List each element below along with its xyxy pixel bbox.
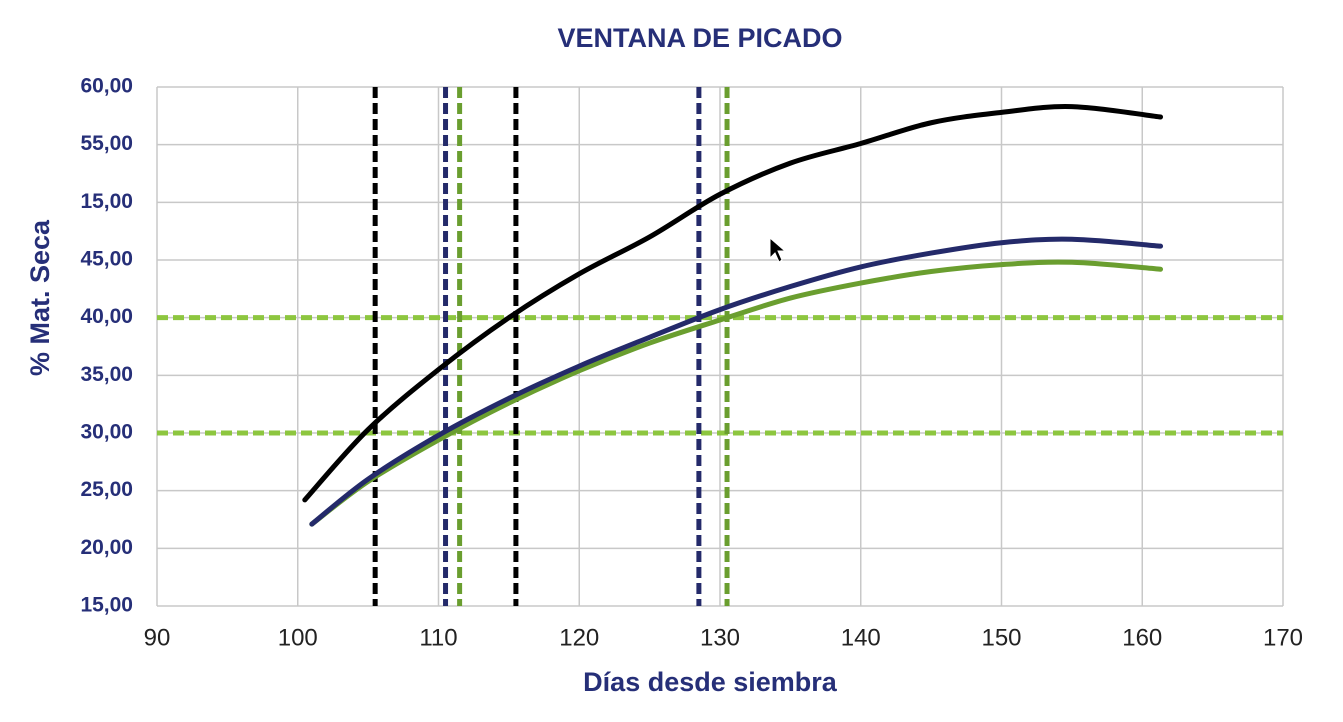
- series-line: [309, 259, 1164, 527]
- y-tick-label: 25,00: [80, 478, 133, 501]
- x-tick-label: 140: [841, 624, 881, 651]
- x-tick-label: 160: [1122, 624, 1162, 651]
- y-tick-label: 60,00: [80, 75, 133, 98]
- series-line: [302, 104, 1164, 503]
- cursor: [769, 236, 787, 263]
- y-tick-label: 45,00: [80, 248, 133, 271]
- y-axis-label: % Mat. Seca: [25, 219, 55, 376]
- x-tick-label: 170: [1263, 624, 1303, 651]
- series-line: [309, 236, 1164, 527]
- x-tick-label: 100: [278, 624, 318, 651]
- y-tick-label: 30,00: [80, 421, 133, 444]
- chart-title: VENTANA DE PICADO: [557, 23, 842, 53]
- y-tick-label: 20,00: [80, 536, 133, 559]
- x-tick-label: 120: [559, 624, 599, 651]
- y-tick-label: 15,00: [80, 190, 133, 213]
- x-tick-label: 150: [981, 624, 1021, 651]
- x-tick-label: 110: [419, 624, 457, 651]
- y-tick-label: 15,00: [80, 594, 133, 617]
- y-tick-label: 55,00: [80, 132, 133, 155]
- series: [302, 104, 1164, 527]
- y-tick-label: 40,00: [80, 305, 133, 328]
- tick-labels: 15,00 20,00 25,00 30,00 35,00 40,00 45,00 15,00…: [80, 75, 1303, 652]
- x-tick-label: 90: [144, 624, 171, 651]
- x-tick-label: 130: [700, 624, 740, 651]
- x-axis-label: Días desde siembra: [583, 667, 838, 697]
- y-tick-label: 35,00: [80, 363, 133, 386]
- grid: [156, 86, 1284, 607]
- reference-lines: [157, 87, 1283, 606]
